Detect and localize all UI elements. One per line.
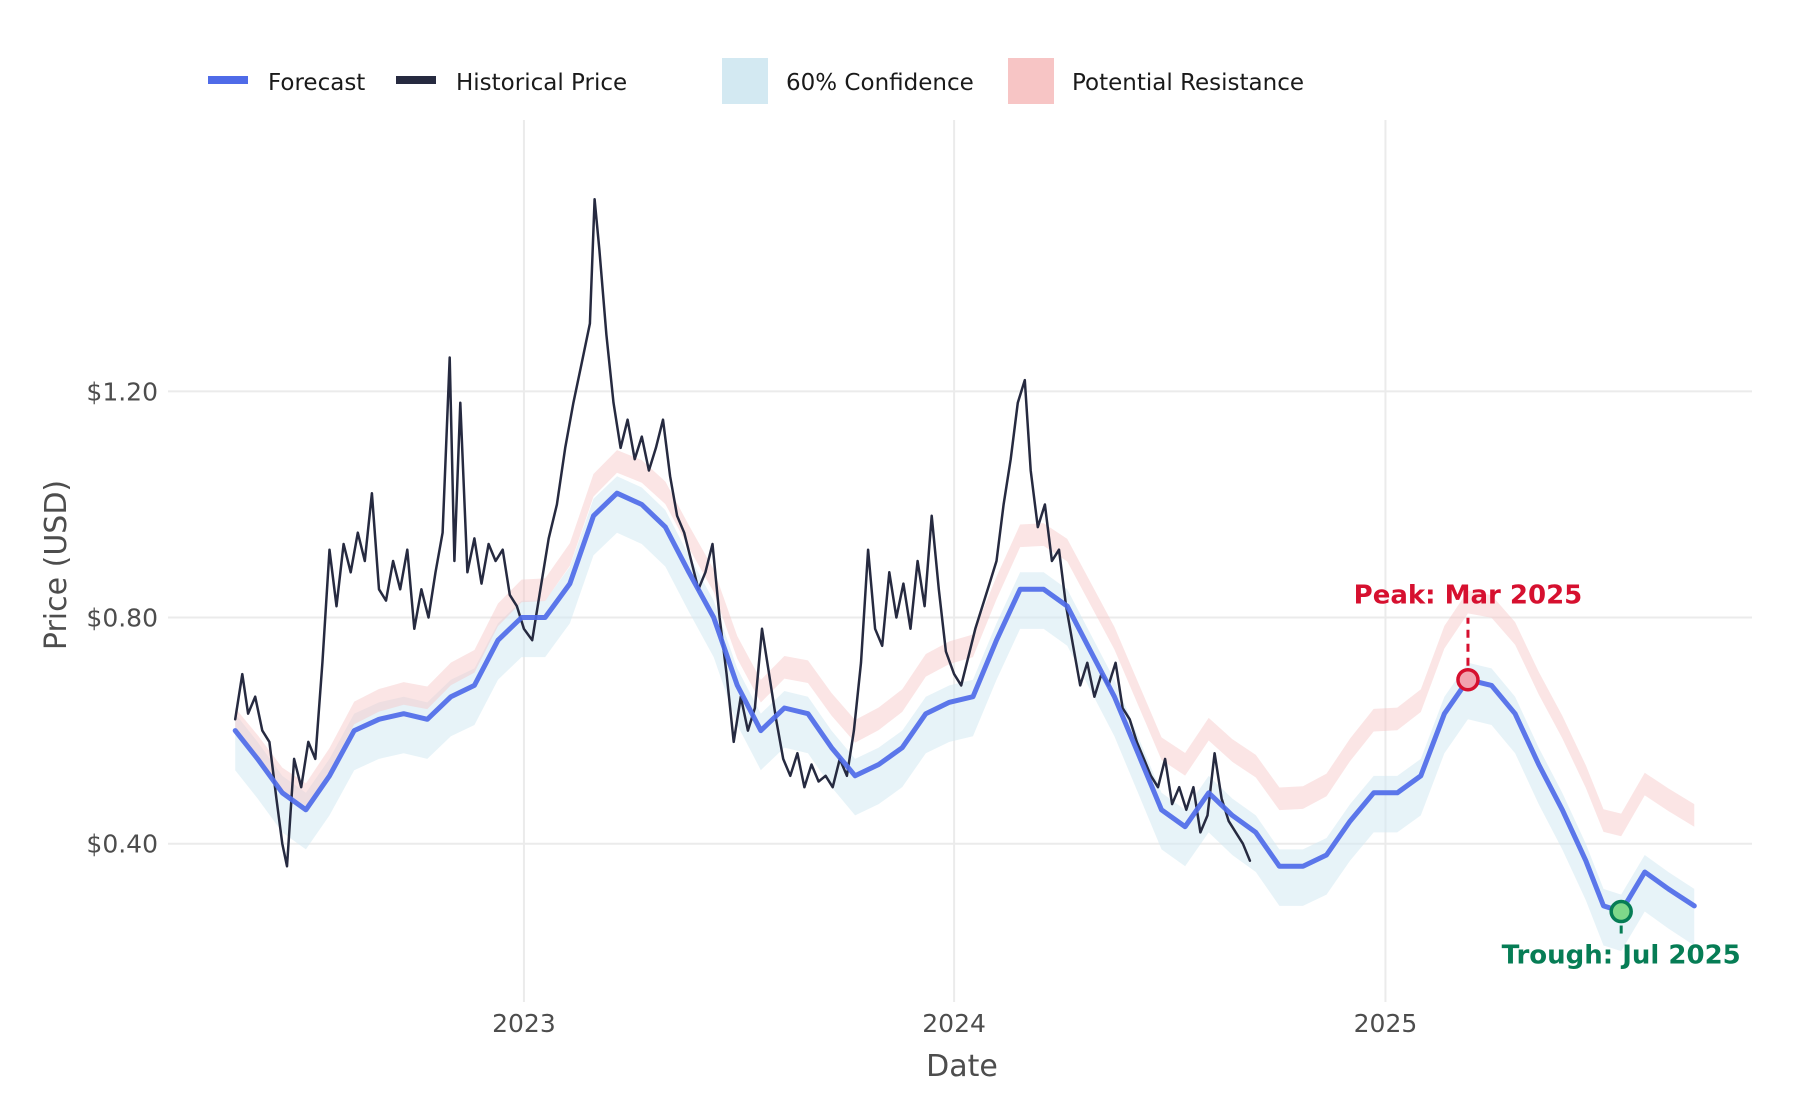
resistance-band bbox=[235, 450, 1695, 837]
legend-label-historical: Historical Price bbox=[456, 70, 627, 96]
y-tick-label: $0.80 bbox=[86, 604, 158, 633]
legend-swatch-historical bbox=[396, 76, 436, 84]
trough-label: Trough: Jul 2025 bbox=[1502, 941, 1741, 971]
legend: Forecast Historical Price 60% Confidence… bbox=[208, 58, 1304, 104]
annotations: Peak: Mar 2025 Trough: Jul 2025 bbox=[1354, 581, 1741, 971]
legend-label-forecast: Forecast bbox=[268, 70, 365, 96]
x-axis-title: Date bbox=[926, 1049, 998, 1084]
bands bbox=[235, 450, 1695, 952]
legend-swatch-resistance bbox=[1008, 58, 1054, 104]
legend-swatch-forecast bbox=[208, 76, 248, 84]
x-tick-label: 2024 bbox=[922, 1009, 986, 1038]
axes: $0.40 $0.80 $1.20 2023 2024 2025 bbox=[86, 377, 1417, 1038]
peak-label: Peak: Mar 2025 bbox=[1354, 581, 1583, 611]
x-tick-label: 2025 bbox=[1354, 1009, 1418, 1038]
legend-label-resistance: Potential Resistance bbox=[1072, 70, 1304, 96]
historical-price-line bbox=[233, 197, 1252, 868]
confidence-band bbox=[235, 476, 1695, 952]
x-tick-label: 2023 bbox=[492, 1009, 556, 1038]
forecast-line bbox=[232, 490, 1697, 914]
grid bbox=[168, 120, 1752, 1002]
trough-marker bbox=[1609, 899, 1633, 924]
y-axis-title: Price (USD) bbox=[39, 480, 74, 650]
legend-swatch-confidence bbox=[722, 58, 768, 104]
y-tick-label: $0.40 bbox=[86, 830, 158, 859]
peak-marker bbox=[1456, 667, 1480, 692]
series bbox=[232, 197, 1697, 914]
legend-label-confidence: 60% Confidence bbox=[786, 70, 974, 96]
y-tick-label: $1.20 bbox=[86, 377, 158, 406]
